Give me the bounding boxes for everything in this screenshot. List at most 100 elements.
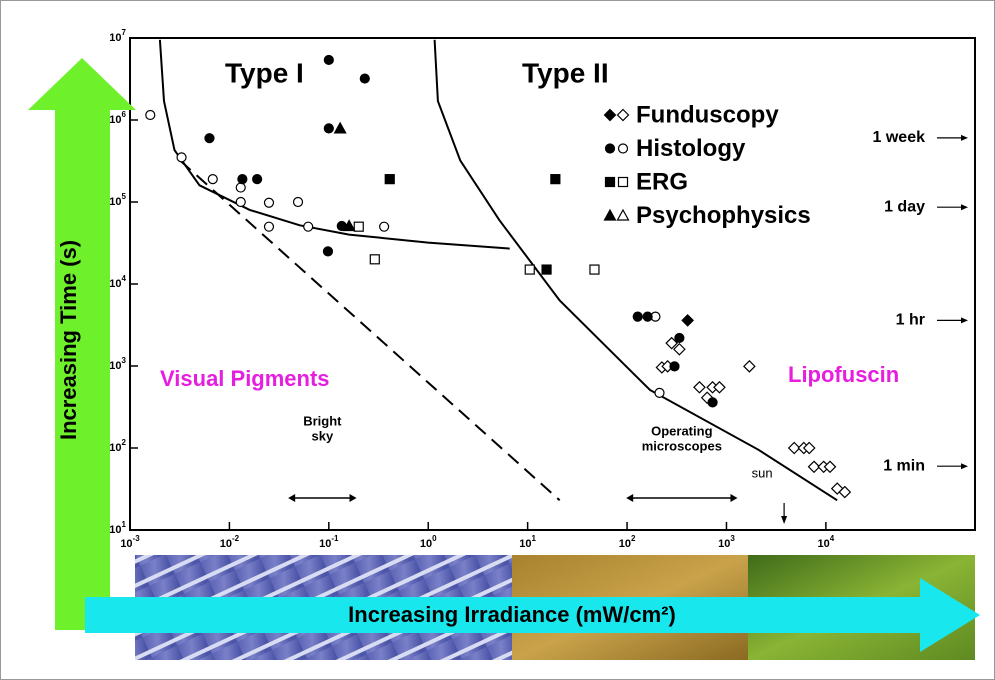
tick-exponent: 3 xyxy=(122,356,127,365)
tick-base: 10 xyxy=(220,538,232,550)
legend-marker xyxy=(604,143,616,154)
tick-base: 10 xyxy=(818,538,830,550)
arrow-head xyxy=(288,494,296,502)
tick-label: 101 xyxy=(109,520,126,536)
source-label: sky xyxy=(312,428,334,443)
arrow-head xyxy=(961,317,968,324)
time-label: 1 week xyxy=(873,129,926,146)
marker xyxy=(342,219,356,232)
arrow-head xyxy=(781,516,788,524)
time-label: 1 day xyxy=(884,198,925,215)
legend-marker xyxy=(603,108,617,122)
marker xyxy=(235,182,246,193)
tick-label: 103 xyxy=(718,534,735,550)
curve xyxy=(433,39,838,502)
x-axis-label: Increasing Irradiance (mW/cm²) xyxy=(348,602,676,627)
tick-label: 107 xyxy=(109,28,126,44)
marker xyxy=(263,221,275,232)
marker xyxy=(807,460,821,474)
source-label: Operating xyxy=(651,423,712,438)
marker xyxy=(323,123,334,134)
marker xyxy=(323,54,334,66)
tick-label: 100 xyxy=(420,534,437,550)
tick-exponent: 1 xyxy=(532,534,537,543)
curve-label: Type I xyxy=(225,57,304,88)
source-label: Bright xyxy=(303,413,342,428)
time-label: 1 min xyxy=(883,457,925,474)
tick-exponent: 1 xyxy=(122,520,127,529)
tick-base: 10 xyxy=(109,114,121,126)
tick-exponent: 0 xyxy=(432,534,437,543)
legend-label: Histology xyxy=(636,135,746,162)
tick-label: 102 xyxy=(109,438,126,454)
legend-marker xyxy=(604,176,616,188)
tick-base: 10 xyxy=(120,538,132,550)
tick-base: 10 xyxy=(109,442,121,454)
marker xyxy=(303,221,314,232)
curve xyxy=(158,39,510,250)
tick-base: 10 xyxy=(619,538,631,550)
legend-label: Psychophysics xyxy=(636,202,811,229)
tick-base: 10 xyxy=(319,538,331,550)
marker xyxy=(665,336,679,350)
tick-label: 10-3 xyxy=(120,534,140,550)
marker xyxy=(674,332,685,344)
tick-label: 10-1 xyxy=(319,534,339,550)
time-arrow xyxy=(28,58,136,630)
tick-label: 104 xyxy=(109,274,126,290)
marker xyxy=(263,197,275,208)
marker xyxy=(642,311,653,322)
marker xyxy=(292,196,304,208)
arrow-head xyxy=(961,463,968,470)
tick-label: 106 xyxy=(109,110,126,126)
tick-base: 10 xyxy=(109,196,121,208)
tick-exponent: 2 xyxy=(122,438,127,447)
region-label: Lipofuscin xyxy=(788,362,899,387)
tick-base: 10 xyxy=(519,538,531,550)
marker xyxy=(207,174,218,185)
y-axis-label: Increasing Time (s) xyxy=(56,240,81,440)
marker xyxy=(823,460,837,474)
marker xyxy=(333,121,347,134)
marker xyxy=(322,246,334,257)
marker xyxy=(204,133,215,144)
legend-marker xyxy=(616,108,630,122)
curve-label: Type II xyxy=(522,57,609,88)
marker xyxy=(353,221,364,232)
marker xyxy=(359,73,370,84)
tick-label: 104 xyxy=(818,534,835,550)
arrow-head xyxy=(349,494,357,502)
tick-base: 10 xyxy=(109,32,121,44)
legend-label: Funduscopy xyxy=(636,101,779,128)
tick-exponent: -2 xyxy=(232,534,240,543)
tick-exponent: -3 xyxy=(133,534,141,543)
arrow-head xyxy=(730,494,738,502)
time-label: 1 hr xyxy=(896,312,925,329)
arrow-head xyxy=(961,204,968,211)
legend-marker xyxy=(616,208,630,221)
marker xyxy=(176,152,187,163)
tick-label: 10-2 xyxy=(220,534,240,550)
marker xyxy=(802,441,816,455)
tick-exponent: 6 xyxy=(122,110,127,119)
tick-base: 10 xyxy=(420,538,432,550)
tick-exponent: 5 xyxy=(122,192,127,201)
tick-label: 103 xyxy=(109,356,126,372)
marker xyxy=(145,109,156,121)
tick-exponent: -1 xyxy=(331,534,339,543)
marker xyxy=(713,380,726,394)
marker xyxy=(589,264,600,275)
tick-exponent: 4 xyxy=(830,534,835,543)
irradiance-arrow xyxy=(85,578,980,652)
arrow-head xyxy=(961,134,968,141)
marker xyxy=(681,314,695,327)
marker xyxy=(707,397,718,408)
legend-marker xyxy=(617,176,629,188)
tick-base: 10 xyxy=(109,524,121,536)
legend-marker xyxy=(603,208,617,221)
arrow-head xyxy=(626,494,634,502)
marker xyxy=(235,196,246,208)
marker xyxy=(252,174,263,185)
tick-exponent: 4 xyxy=(122,274,127,283)
marker xyxy=(632,311,643,322)
